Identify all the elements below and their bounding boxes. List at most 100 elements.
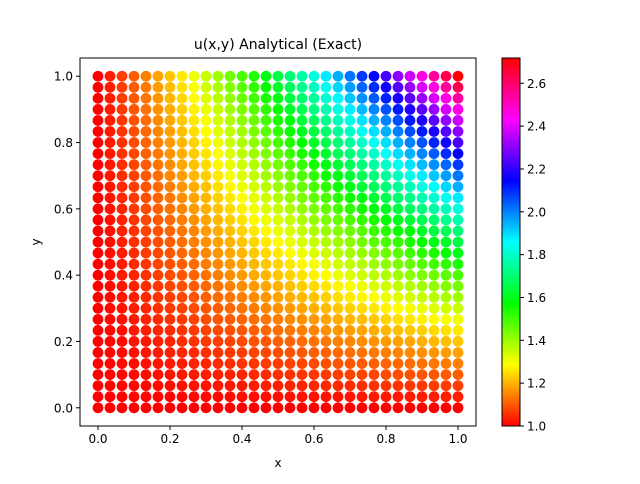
scatter-point xyxy=(128,203,140,215)
scatter-point xyxy=(92,115,104,126)
scatter-point xyxy=(164,258,176,270)
scatter-point xyxy=(428,247,440,259)
scatter-point xyxy=(404,247,416,259)
scatter-point xyxy=(248,313,260,325)
scatter-point xyxy=(212,214,224,226)
scatter-point xyxy=(404,358,416,369)
scatter-point xyxy=(356,280,368,292)
scatter-point xyxy=(368,302,380,314)
scatter-point xyxy=(284,181,296,193)
scatter-point xyxy=(308,126,320,137)
scatter-point xyxy=(404,325,416,336)
scatter-point xyxy=(452,126,464,137)
scatter-point xyxy=(104,236,116,248)
scatter-point xyxy=(416,92,428,104)
scatter-point xyxy=(452,92,464,104)
scatter-point xyxy=(140,358,152,369)
scatter-point xyxy=(152,126,164,137)
scatter-point xyxy=(356,236,368,248)
scatter-point xyxy=(224,181,236,193)
scatter-point xyxy=(212,402,224,414)
scatter-point xyxy=(380,236,392,248)
scatter-point xyxy=(176,291,188,303)
scatter-point xyxy=(164,103,176,115)
scatter-point xyxy=(392,313,404,325)
scatter-point xyxy=(416,369,428,381)
scatter-point xyxy=(404,115,416,126)
scatter-point xyxy=(380,347,392,358)
scatter-point xyxy=(392,170,404,182)
scatter-point xyxy=(200,347,212,358)
scatter-point xyxy=(392,126,404,137)
scatter-point xyxy=(440,214,452,226)
scatter-point xyxy=(128,358,140,369)
scatter-point xyxy=(260,269,272,281)
scatter-point xyxy=(440,236,452,248)
scatter-point xyxy=(344,291,356,303)
scatter-point xyxy=(128,325,140,336)
scatter-point xyxy=(404,347,416,358)
scatter-point xyxy=(104,103,116,115)
scatter-point xyxy=(428,203,440,215)
scatter-point xyxy=(404,203,416,215)
scatter-point xyxy=(368,258,380,270)
scatter-point xyxy=(392,402,404,414)
scatter-point xyxy=(356,192,368,204)
scatter-point xyxy=(152,203,164,215)
scatter-point xyxy=(176,137,188,148)
scatter-point xyxy=(140,258,152,270)
scatter-point xyxy=(452,325,464,336)
scatter-point xyxy=(284,369,296,381)
scatter-point xyxy=(128,181,140,193)
scatter-point xyxy=(440,358,452,369)
scatter-point xyxy=(392,236,404,248)
scatter-point xyxy=(200,159,212,171)
scatter-point xyxy=(308,103,320,115)
scatter-point xyxy=(128,115,140,126)
scatter-point xyxy=(272,70,284,82)
scatter-point xyxy=(260,137,272,148)
scatter-point xyxy=(368,269,380,281)
scatter-point xyxy=(296,325,308,336)
scatter-point xyxy=(380,70,392,82)
scatter-point xyxy=(452,70,464,82)
scatter-point xyxy=(248,336,260,347)
scatter-point xyxy=(332,103,344,115)
scatter-point xyxy=(392,203,404,215)
scatter-point xyxy=(416,336,428,347)
scatter-point xyxy=(272,126,284,137)
scatter-point xyxy=(212,170,224,182)
scatter-point xyxy=(212,302,224,314)
scatter-point xyxy=(332,192,344,204)
scatter-point xyxy=(260,115,272,126)
scatter-point xyxy=(128,92,140,104)
scatter-point xyxy=(344,347,356,358)
scatter-point xyxy=(104,347,116,358)
scatter-point xyxy=(416,203,428,215)
scatter-point xyxy=(152,236,164,248)
scatter-point xyxy=(344,358,356,369)
scatter-point xyxy=(308,81,320,93)
scatter-point xyxy=(116,81,128,93)
x-tick-label: 0.4 xyxy=(232,432,251,446)
scatter-point xyxy=(320,92,332,104)
scatter-point xyxy=(248,92,260,104)
scatter-point xyxy=(260,347,272,358)
scatter-point xyxy=(308,159,320,171)
scatter-point xyxy=(128,380,140,392)
colorbar-tick-label: 1.4 xyxy=(527,334,546,348)
colorbar-tick-label: 1.6 xyxy=(527,291,546,305)
scatter-point xyxy=(212,225,224,237)
scatter-point xyxy=(164,247,176,259)
scatter-point xyxy=(284,313,296,325)
scatter-point xyxy=(164,391,176,403)
scatter-point xyxy=(104,159,116,171)
scatter-point xyxy=(248,358,260,369)
scatter-point xyxy=(284,302,296,314)
scatter-point xyxy=(116,126,128,137)
scatter-point xyxy=(152,214,164,226)
scatter-point xyxy=(284,247,296,259)
scatter-point xyxy=(440,291,452,303)
scatter-point xyxy=(356,181,368,193)
scatter-point xyxy=(236,170,248,182)
